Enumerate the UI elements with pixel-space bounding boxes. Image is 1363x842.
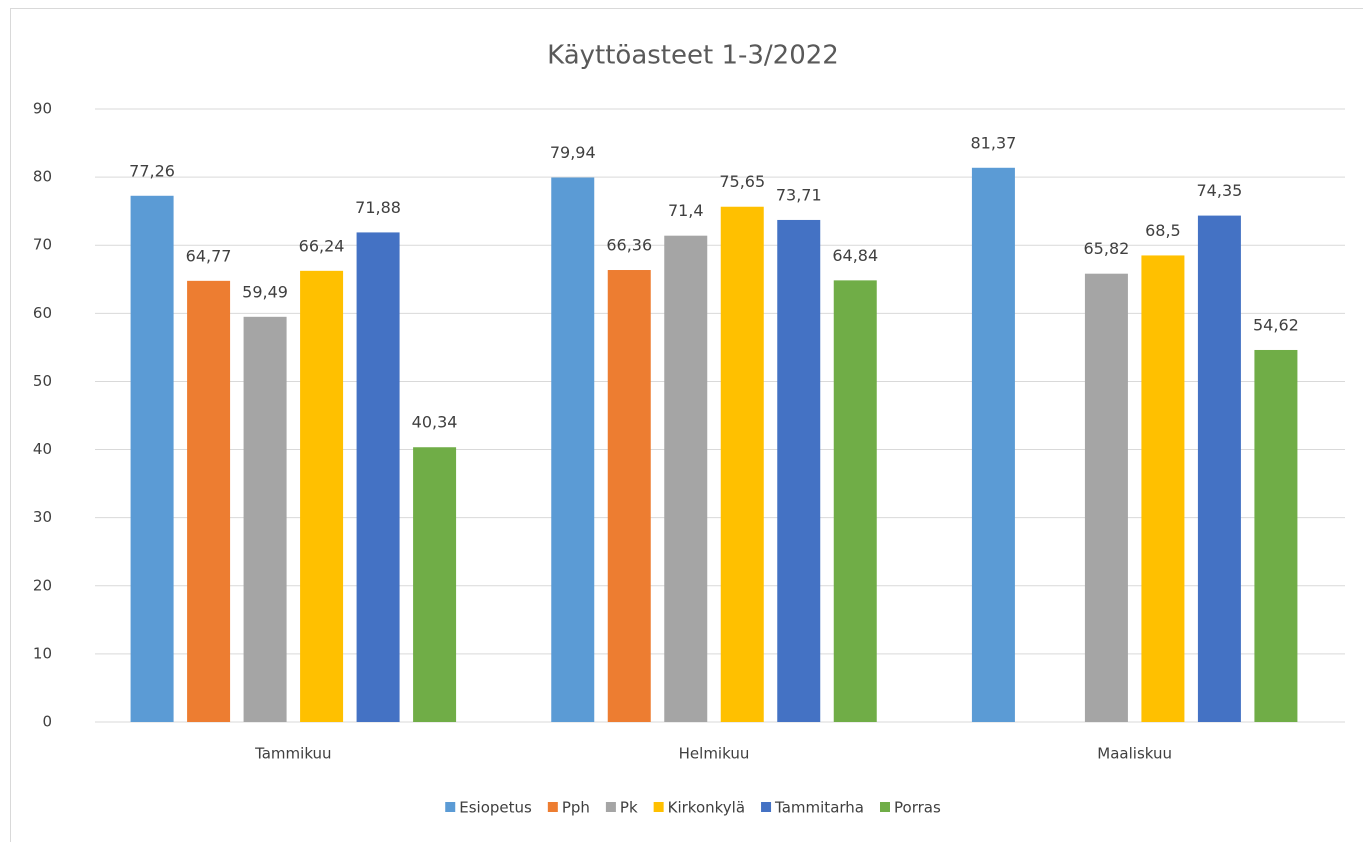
bar — [720, 206, 764, 722]
data-label: 40,34 — [412, 413, 458, 432]
y-tick-label: 0 — [42, 713, 52, 731]
bar — [243, 316, 287, 722]
bar — [130, 195, 174, 722]
bar — [356, 232, 400, 722]
legend-label: Pph — [562, 799, 590, 817]
data-label: 64,77 — [186, 246, 232, 265]
legend-swatch — [605, 802, 616, 812]
x-tick-label: Tammikuu — [254, 745, 332, 763]
legend-label: Esiopetus — [459, 799, 532, 817]
y-tick-label: 90 — [33, 100, 52, 118]
x-tick-label: Helmikuu — [679, 745, 750, 763]
bar — [187, 280, 231, 722]
bar — [664, 235, 708, 723]
data-label: 65,82 — [1084, 239, 1130, 258]
y-tick-label: 30 — [33, 508, 52, 526]
bar — [1141, 255, 1185, 722]
legend-label: Tammitarha — [774, 799, 864, 817]
data-label: 73,71 — [776, 185, 822, 204]
data-label: 71,4 — [668, 201, 704, 220]
y-tick-label: 50 — [33, 372, 52, 390]
data-label: 81,37 — [971, 133, 1017, 152]
legend-swatch — [880, 802, 890, 812]
y-tick-label: 40 — [33, 440, 52, 458]
bar — [1084, 273, 1128, 722]
data-label: 66,36 — [606, 236, 652, 255]
data-label: 66,24 — [299, 236, 345, 255]
bar — [551, 177, 595, 722]
data-label: 75,65 — [719, 172, 765, 191]
bar — [833, 280, 877, 722]
y-tick-label: 10 — [33, 644, 52, 662]
data-label: 54,62 — [1253, 315, 1299, 334]
legend: Esiopetus Pph Pk Kirkonkylä Tammitarha Porras — [445, 799, 941, 817]
chart-title: Käyttöasteet 1-3/2022 — [547, 41, 839, 71]
legend-label: Pk — [620, 799, 638, 817]
legend-label: Porras — [894, 799, 941, 817]
x-tick-label: Maaliskuu — [1097, 745, 1172, 763]
bar — [971, 167, 1015, 722]
y-tick-label: 20 — [33, 576, 52, 594]
data-label: 79,94 — [550, 143, 596, 162]
legend-label: Kirkonkylä — [668, 799, 745, 817]
bar — [300, 270, 344, 722]
data-label: 77,26 — [129, 161, 175, 180]
bar — [777, 219, 821, 722]
bar — [1197, 215, 1241, 723]
data-label: 68,5 — [1145, 221, 1181, 240]
y-tick-label: 60 — [33, 304, 52, 322]
bar — [413, 447, 457, 722]
bar — [607, 270, 651, 722]
legend-swatch — [547, 802, 558, 812]
data-label: 64,84 — [832, 246, 878, 265]
legend-swatch — [445, 802, 456, 812]
data-label: 74,35 — [1197, 181, 1243, 200]
data-label: 71,88 — [355, 198, 401, 217]
y-tick-label: 80 — [33, 168, 52, 186]
y-tick-label: 70 — [33, 236, 52, 254]
data-label: 59,49 — [242, 282, 288, 301]
bar — [1254, 349, 1298, 722]
legend-swatch — [761, 802, 772, 812]
legend-swatch — [653, 802, 664, 812]
